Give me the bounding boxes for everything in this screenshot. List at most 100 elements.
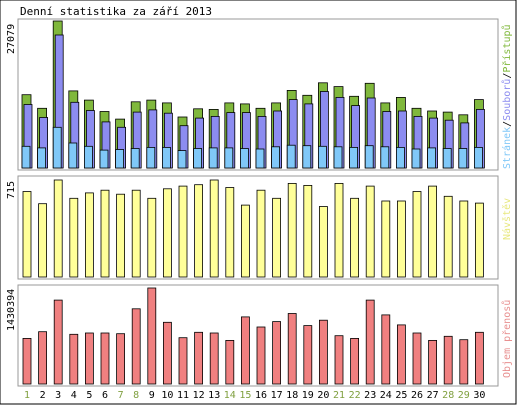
day-label-20: 20 <box>317 390 329 401</box>
panel-top-frame <box>17 18 499 171</box>
panel-middle-frame <box>17 175 499 280</box>
legend-hits: Přístupů <box>501 24 513 72</box>
bar-pages-day-2 <box>37 147 46 169</box>
bar-traffic-day-20 <box>318 319 328 385</box>
bar-visits-day-7 <box>116 193 125 278</box>
bar-visits-day-6 <box>100 189 110 278</box>
bar-traffic-day-4 <box>69 333 79 385</box>
day-label-6: 6 <box>102 390 108 401</box>
bar-traffic-day-19 <box>303 325 313 385</box>
legend-visits: Návštěv <box>501 198 513 240</box>
bar-pages-day-24 <box>380 146 390 169</box>
legend-files: Souborů <box>501 79 513 121</box>
day-label-25: 25 <box>395 390 407 401</box>
bar-visits-day-8 <box>131 189 141 278</box>
day-label-4: 4 <box>71 390 77 401</box>
bar-pages-day-16 <box>255 148 265 169</box>
bar-pages-day-9 <box>146 146 156 169</box>
bar-pages-day-3 <box>52 126 62 169</box>
bars-layer <box>21 20 485 385</box>
bar-traffic-day-2 <box>38 331 47 385</box>
bar-visits-day-5 <box>85 192 94 278</box>
bar-pages-day-13 <box>208 147 218 169</box>
day-label-24: 24 <box>380 390 392 401</box>
day-label-27: 27 <box>427 390 439 401</box>
bar-visits-day-19 <box>303 184 313 278</box>
panel-bottom-legend: Objem přenosů <box>501 300 513 378</box>
bar-pages-day-15 <box>239 148 249 169</box>
bar-visits-day-13 <box>209 179 219 278</box>
bar-visits-day-3 <box>53 179 63 278</box>
bar-traffic-day-12 <box>194 331 204 385</box>
bar-traffic-day-1 <box>22 337 32 385</box>
day-label-26: 26 <box>411 390 423 401</box>
bar-visits-day-24 <box>381 200 391 278</box>
bar-pages-day-19 <box>302 145 312 169</box>
day-label-22: 22 <box>349 390 361 401</box>
bar-visits-day-28 <box>443 195 453 278</box>
bar-traffic-day-6 <box>100 332 110 385</box>
day-label-17: 17 <box>271 390 283 401</box>
day-label-2: 2 <box>40 390 46 401</box>
bar-pages-day-10 <box>161 146 171 169</box>
chart-title: Denní statistika za září 2013 <box>20 5 212 18</box>
bar-pages-day-25 <box>395 146 405 169</box>
bar-traffic-day-17 <box>272 321 282 385</box>
bar-pages-day-17 <box>271 146 281 169</box>
bar-traffic-day-13 <box>209 332 219 385</box>
day-label-23: 23 <box>364 390 376 401</box>
day-label-8: 8 <box>133 390 139 401</box>
bar-traffic-day-10 <box>162 321 172 385</box>
bar-traffic-day-24 <box>381 314 391 385</box>
bar-pages-day-14 <box>224 147 234 169</box>
bar-traffic-day-8 <box>131 308 141 385</box>
bar-visits-day-23 <box>365 185 375 278</box>
bar-pages-day-27 <box>427 147 437 169</box>
bar-visits-day-12 <box>194 184 204 278</box>
bar-traffic-day-14 <box>225 339 235 385</box>
bar-traffic-day-5 <box>85 332 94 385</box>
day-labels: 1 2 3 4 5 6 7 8 9 10 11 12 13 14 15 16 17 18 19 20 21 22 23 24 2… <box>24 390 485 401</box>
panel-middle-ymax-label: 715 <box>6 181 17 199</box>
legend-separator: / <box>502 121 513 127</box>
bar-pages-day-22 <box>349 146 359 169</box>
bar-visits-day-30 <box>474 202 484 278</box>
day-label-1: 1 <box>24 390 30 401</box>
bar-traffic-day-21 <box>334 335 344 385</box>
panel-top-ymax-label: 27079 <box>6 24 17 54</box>
bar-traffic-day-22 <box>350 337 360 385</box>
bar-pages-day-21 <box>333 146 343 169</box>
bar-pages-day-6 <box>99 149 109 169</box>
day-label-11: 11 <box>177 390 189 401</box>
day-label-12: 12 <box>193 390 205 401</box>
bar-pages-day-20 <box>317 145 327 169</box>
bar-visits-day-27 <box>428 185 438 278</box>
bar-visits-day-2 <box>38 203 47 278</box>
bar-traffic-day-25 <box>396 324 406 385</box>
day-label-7: 7 <box>118 390 124 401</box>
bar-visits-day-1 <box>22 191 32 278</box>
bar-traffic-day-30 <box>474 331 484 385</box>
bar-pages-day-8 <box>130 148 140 169</box>
bar-traffic-day-23 <box>365 299 375 385</box>
legend-separator: / <box>502 73 513 79</box>
day-label-21: 21 <box>333 390 345 401</box>
bar-visits-day-15 <box>240 204 250 278</box>
panel-middle-legend: Návštěv <box>501 198 513 240</box>
bar-traffic-day-28 <box>443 335 453 385</box>
day-label-28: 28 <box>442 390 454 401</box>
day-label-30: 30 <box>473 390 485 401</box>
bar-visits-day-26 <box>412 191 422 278</box>
bar-traffic-day-9 <box>147 287 157 385</box>
bar-pages-day-7 <box>115 149 124 169</box>
bar-pages-day-5 <box>84 145 93 169</box>
bar-visits-day-9 <box>147 197 157 278</box>
bar-visits-day-16 <box>256 189 266 278</box>
bar-traffic-day-29 <box>459 339 469 385</box>
bar-traffic-day-18 <box>287 313 297 385</box>
day-label-3: 3 <box>55 390 61 401</box>
bar-traffic-day-15 <box>240 316 250 385</box>
day-label-29: 29 <box>458 390 470 401</box>
bar-pages-day-28 <box>442 148 452 169</box>
